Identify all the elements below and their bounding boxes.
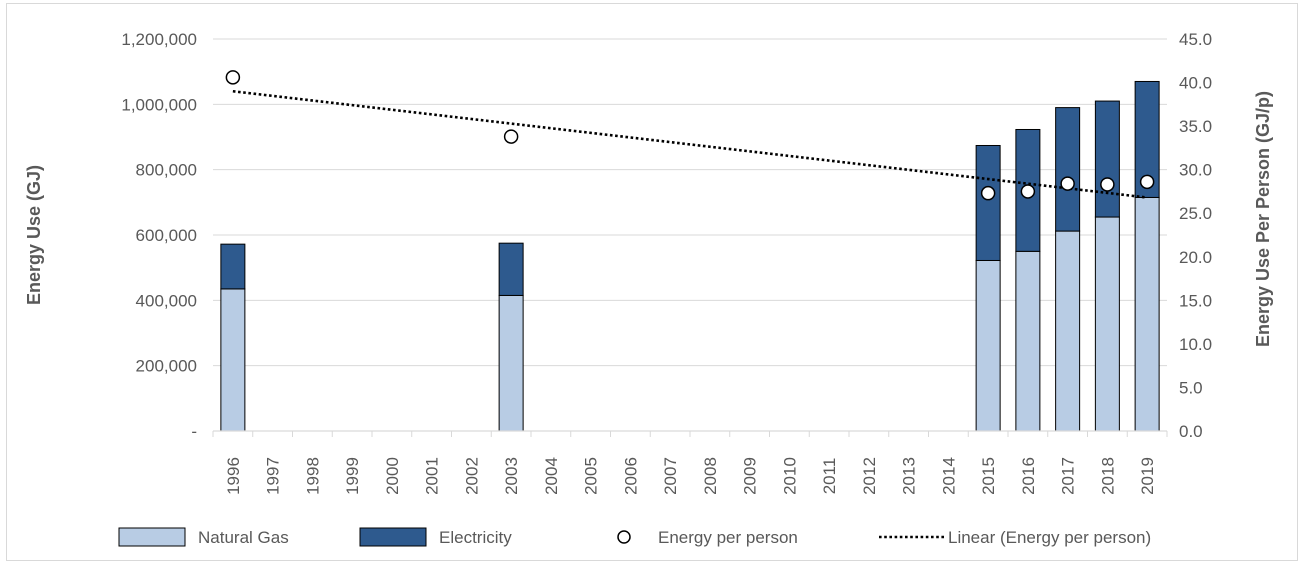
bar-natural-gas [498, 294, 524, 432]
x-tick-label: 2013 [900, 457, 919, 495]
bar-natural-gas [1134, 196, 1160, 432]
point-energy-per-person [1139, 174, 1155, 190]
x-tick-label: 2002 [462, 457, 481, 495]
y-left-tick-labels: - 200,000 400,000 600,000 800,000 1,000,000 1,… [121, 30, 197, 441]
y-right-tick-label: 20.0 [1179, 248, 1212, 267]
y-right-tick-label: 45.0 [1179, 30, 1212, 49]
stacked-bar-chart: - 200,000 400,000 600,000 800,000 1,000,000 1,… [24, 30, 1273, 547]
x-tick-label: 1998 [303, 457, 322, 495]
x-tick-label: 2001 [423, 457, 442, 495]
trendline-linear [232, 89, 1148, 199]
x-tick-label: 2004 [542, 457, 561, 495]
legend-swatch-electricity [359, 527, 427, 547]
x-tick-label: 2000 [383, 457, 402, 495]
bar-natural-gas [975, 259, 1001, 432]
x-tick-label: 2017 [1059, 457, 1078, 495]
legend-label-linear-trend: Linear (Energy per person) [948, 528, 1151, 547]
x-tick-label: 1999 [343, 457, 362, 495]
y-right-tick-label: 30.0 [1179, 161, 1212, 180]
bar-natural-gas [1055, 230, 1081, 432]
y-left-tick-label: 1,200,000 [121, 30, 197, 49]
bar-electricity [1055, 107, 1081, 232]
y-right-tick-label: 25.0 [1179, 204, 1212, 223]
bar-electricity [1094, 100, 1120, 218]
x-tick-label: 2019 [1138, 457, 1157, 495]
x-tick-label: 1996 [224, 457, 243, 495]
x-tick-label: 2018 [1098, 457, 1117, 495]
gridlines [213, 38, 1167, 367]
x-tick-label: 2007 [661, 457, 680, 495]
point-energy-per-person [225, 70, 241, 85]
legend-marker-energy-per-person [617, 530, 631, 544]
x-tick-label: 2006 [621, 457, 640, 495]
y-left-tick-label: 600,000 [136, 226, 197, 245]
legend-swatch-natural-gas [118, 527, 186, 547]
point-energy-per-person [980, 185, 996, 201]
x-tick-label: 2009 [741, 457, 760, 495]
bar-natural-gas [220, 288, 246, 432]
y-right-tick-label: 10.0 [1179, 335, 1212, 354]
y-left-tick-label: 200,000 [136, 357, 197, 376]
x-tick-label: 2008 [701, 457, 720, 495]
bar-electricity [498, 242, 524, 296]
y-left-axis-title: Energy Use (GJ) [24, 165, 44, 305]
y-right-tick-label: 15.0 [1179, 291, 1212, 310]
bar-natural-gas [1015, 250, 1041, 432]
x-tick-label: 1997 [264, 457, 283, 495]
point-energy-per-person [1020, 184, 1036, 199]
y-right-tick-label: 5.0 [1179, 378, 1203, 397]
y-right-tick-label: 0.0 [1179, 422, 1203, 441]
legend-label-natural-gas: Natural Gas [198, 528, 289, 547]
trendline [232, 89, 1148, 199]
y-left-tick-label: 1,000,000 [121, 95, 197, 114]
y-right-tick-label: 40.0 [1179, 74, 1212, 93]
x-tick-label: 2016 [1019, 457, 1038, 495]
legend-label-electricity: Electricity [439, 528, 512, 547]
x-tick-labels: 1996 1997 1998 1999 2000 2001 2002 2003 2004 2005… [212, 431, 1168, 495]
legend-label-energy-per-person: Energy per person [658, 528, 798, 547]
x-tick-label: 2015 [979, 457, 998, 495]
y-right-tick-labels: 0.0 5.0 10.0 15.0 20.0 25.0 30.0 35.0 40.0 45.0 [1179, 30, 1212, 441]
legend: Natural Gas Electricity Energy per perso… [118, 527, 1151, 547]
point-energy-per-person [503, 129, 519, 144]
bar-electricity [975, 144, 1001, 261]
y-right-axis-title: Energy Use Per Person (GJ/p) [1253, 91, 1273, 347]
x-tick-label: 2014 [939, 457, 958, 495]
y-left-tick-label: 800,000 [136, 161, 197, 180]
bar-natural-gas [1094, 216, 1120, 432]
y-left-tick-label: - [191, 422, 197, 441]
points [225, 70, 1155, 201]
point-energy-per-person [1060, 176, 1075, 191]
y-left-tick-label: 400,000 [136, 291, 197, 310]
chart-frame: - 200,000 400,000 600,000 800,000 1,000,000 1,… [6, 3, 1298, 561]
bar-electricity [220, 243, 246, 290]
x-tick-label: 2005 [582, 457, 601, 495]
x-tick-label: 2010 [780, 457, 799, 495]
bar-electricity [1015, 128, 1041, 252]
x-tick-label: 2012 [860, 457, 879, 495]
x-tick-label: 2011 [820, 458, 839, 495]
y-right-tick-label: 35.0 [1179, 117, 1212, 136]
bars [220, 80, 1160, 432]
x-tick-label: 2003 [502, 457, 521, 495]
point-energy-per-person [1100, 177, 1115, 192]
